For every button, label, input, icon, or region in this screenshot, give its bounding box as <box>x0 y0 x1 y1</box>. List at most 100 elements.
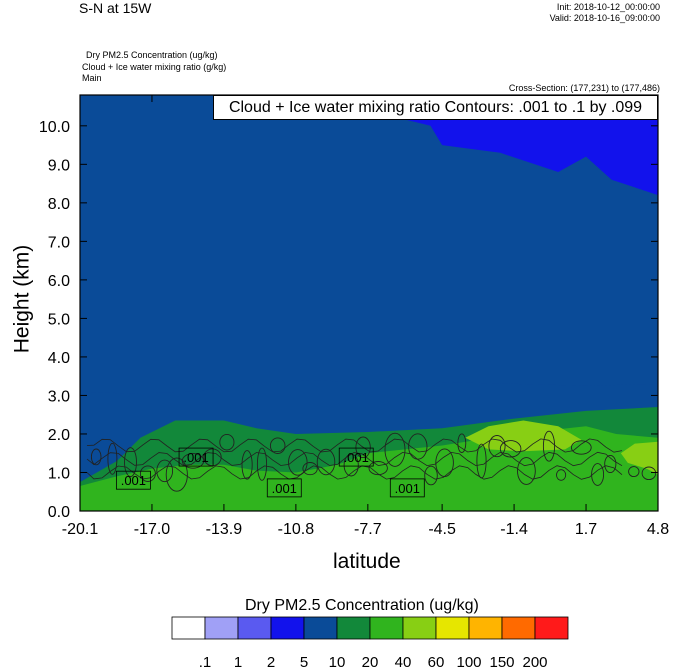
colorbar-label: 60 <box>428 654 445 668</box>
page-title: S-N at 15W <box>79 0 152 16</box>
contour-loop <box>90 448 102 466</box>
y-tick-label: 8.0 <box>48 196 70 213</box>
colorbar-swatch <box>435 616 470 640</box>
contour-line <box>86 438 623 453</box>
field-label-pm25: Dry PM2.5 Concentration (ug/kg) <box>86 50 218 60</box>
contour-label-box <box>389 478 425 498</box>
colorbar-label: 150 <box>489 654 514 668</box>
contour-loop <box>165 457 188 492</box>
x-tick-label: 1.7 <box>575 521 597 538</box>
contour-info-box: Cloud + Ice water mixing ratio Contours:… <box>213 95 658 120</box>
contour-loop <box>219 433 235 451</box>
colorbar-swatch <box>369 616 404 640</box>
contour-loop <box>302 462 318 476</box>
colorbar-swatch <box>204 616 239 640</box>
colorbar-label: 40 <box>395 654 412 668</box>
x-tick-label: -10.8 <box>278 521 315 538</box>
contour-loop <box>517 457 536 485</box>
y-tick-label: 6.0 <box>48 273 70 290</box>
colorbar-swatch <box>402 616 437 640</box>
x-tick-label: -4.5 <box>428 521 456 538</box>
contour-loop <box>628 466 640 478</box>
colorbar-label: 100 <box>456 654 481 668</box>
contour-loop <box>424 465 438 486</box>
y-tick-label: 1.0 <box>48 465 70 482</box>
field-band-5-level-40 <box>620 441 658 475</box>
colorbar-label: 20 <box>362 654 379 668</box>
y-tick-label: 10.0 <box>39 119 70 136</box>
y-tick-label: 0.0 <box>48 504 70 521</box>
contour-line <box>86 465 623 480</box>
contour-loop <box>355 436 371 459</box>
pm25-shaded-field <box>80 95 658 511</box>
contour-loop <box>107 442 118 475</box>
y-tick-label: 2.0 <box>48 427 70 444</box>
field-label-cloud-ice: Cloud + Ice water mixing ratio (g/kg) <box>82 62 227 72</box>
contour-label-box <box>178 447 214 467</box>
colorbar-label: 10 <box>329 654 346 668</box>
contour-loop <box>316 448 336 476</box>
x-tick-label: -13.9 <box>206 521 243 538</box>
colorbar-label: 5 <box>300 654 308 668</box>
contour-loop <box>124 447 137 477</box>
cloud-ice-contours: .001 .001 .001 .001 .001 <box>86 430 657 498</box>
contour-loop <box>384 432 406 467</box>
cross-section-label: Cross-Section: (177,231) to (177,486) <box>508 83 660 93</box>
colorbar-label: 2 <box>267 654 275 668</box>
x-tick-label: -20.1 <box>62 521 99 538</box>
contour-loop <box>641 466 657 481</box>
contour-loop <box>156 459 174 483</box>
y-tick-label: 5.0 <box>48 311 70 328</box>
y-tick-label: 9.0 <box>48 157 70 174</box>
contour-loop <box>591 463 605 486</box>
contour-loop <box>604 454 617 474</box>
contour-label-box <box>115 470 151 490</box>
valid-time: Valid: 2018-10-16_09:00:00 <box>549 13 660 23</box>
colorbar-swatch <box>237 616 272 640</box>
contour-loop <box>499 440 522 458</box>
colorbar-swatch <box>468 616 503 640</box>
colorbar-label: 200 <box>522 654 547 668</box>
x-tick-label: 4.8 <box>647 521 669 538</box>
x-tick-label: -1.4 <box>500 521 528 538</box>
axis-ticks: 0.0 1.0 2.0 3.0 4.0 5.0 6.0 7.0 8.0 9.0 10.0 -20.1 -… <box>39 95 669 538</box>
contour-loop <box>181 453 205 469</box>
x-tick-label: -17.0 <box>134 521 171 538</box>
colorbar-title: Dry PM2.5 Concentration (ug/kg) <box>245 597 479 614</box>
contour-label: .001 <box>395 481 420 496</box>
contour-loop <box>256 447 268 481</box>
init-time: Init: 2018-10-12_00:00:00 <box>556 2 660 12</box>
contour-loop <box>269 437 286 454</box>
y-axis-label: Height (km) <box>10 244 34 354</box>
colorbar-label: .1 <box>199 654 212 668</box>
contour-loop <box>288 449 308 476</box>
y-tick-label: 4.0 <box>48 350 70 367</box>
colorbar-swatch <box>336 616 371 640</box>
contour-label: .001 <box>344 450 369 465</box>
colorbar-label: 1 <box>234 654 242 668</box>
colorbar: .1 1 2 5 10 20 40 60 100 150 200 <box>171 616 569 668</box>
contour-label: .001 <box>272 481 297 496</box>
colorbar-swatch <box>171 616 206 640</box>
colorbar-swatch <box>534 616 569 640</box>
contour-label: .001 <box>121 473 146 488</box>
colorbar-swatch <box>501 616 536 640</box>
contour-loop <box>368 461 388 476</box>
contour-loop <box>488 435 506 458</box>
contour-label: .001 <box>183 450 208 465</box>
contour-label-box <box>266 478 302 498</box>
contour-loop <box>241 450 253 480</box>
y-tick-label: 3.0 <box>48 388 70 405</box>
colorbar-swatch <box>303 616 338 640</box>
contour-line <box>86 451 623 467</box>
x-tick-label: -7.7 <box>354 521 382 538</box>
contour-loop <box>570 440 592 455</box>
contour-loop <box>556 469 567 481</box>
contour-loop <box>542 430 556 462</box>
x-axis-label: latitude <box>333 550 401 573</box>
field-label-main: Main <box>82 73 102 83</box>
colorbar-swatch <box>270 616 305 640</box>
y-tick-label: 7.0 <box>48 234 70 251</box>
contour-loop <box>457 433 467 453</box>
